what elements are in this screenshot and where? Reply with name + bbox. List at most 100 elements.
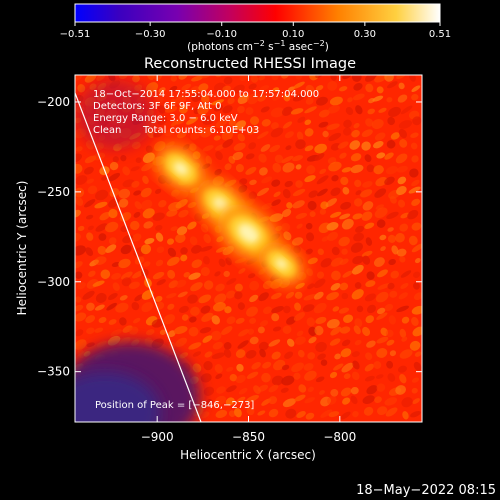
heatmap-cell — [291, 362, 305, 373]
heatmap-cell — [257, 131, 269, 139]
heatmap-cell — [343, 119, 352, 128]
heatmap-cell — [338, 236, 350, 247]
heatmap-cell — [411, 316, 419, 327]
heatmap-cell — [314, 153, 325, 161]
heatmap-cell — [237, 133, 245, 142]
heatmap-cell — [256, 187, 270, 197]
heatmap-cell — [75, 245, 86, 256]
heatmap-cell — [280, 387, 289, 393]
heatmap-cell — [303, 363, 314, 371]
heatmap-cell — [94, 304, 105, 311]
heatmap-cell — [328, 411, 340, 418]
heatmap-cell — [319, 208, 327, 215]
heatmap-cell — [282, 325, 292, 334]
heatmap-cell — [130, 166, 140, 172]
source-core — [237, 223, 260, 244]
heatmap-cell — [223, 76, 233, 85]
heatmap-cell — [343, 373, 351, 380]
heatmap-cell — [85, 247, 94, 257]
heatmap-cell — [387, 282, 395, 290]
heatmap-cell — [262, 280, 273, 290]
heatmap-cell — [306, 165, 316, 175]
heatmap-cell — [199, 327, 212, 334]
heatmap-cell — [305, 248, 313, 255]
heatmap-cell — [246, 406, 255, 416]
heatmap-cell — [235, 317, 245, 324]
heatmap-cell — [155, 188, 162, 194]
heatmap-cell — [237, 302, 246, 310]
heatmap-cell — [214, 271, 221, 277]
heatmap-cell — [374, 188, 387, 198]
heatmap-cell — [187, 202, 197, 208]
heatmap-cell — [239, 178, 248, 186]
source-core — [173, 161, 189, 176]
heatmap-cell — [353, 82, 363, 91]
heatmap-cell — [95, 223, 108, 232]
colorbar-tick-label: 0.30 — [354, 29, 376, 40]
heatmap-cell — [223, 348, 232, 358]
heatmap-cell — [365, 75, 377, 82]
heatmap-cell — [387, 116, 395, 126]
heatmap-cell — [304, 175, 316, 183]
heatmap-cell — [108, 237, 117, 245]
heatmap-cell — [203, 280, 214, 290]
heatmap-cell — [328, 132, 342, 142]
heatmap-cell — [399, 139, 408, 148]
heatmap-cell — [375, 291, 389, 303]
annotation-energy-range: Energy Range: 3.0 − 6.0 keV — [93, 113, 238, 124]
heatmap-cell — [234, 408, 242, 418]
heatmap-cell — [307, 200, 317, 211]
heatmap-cell — [292, 188, 306, 197]
heatmap-cell — [385, 165, 398, 175]
heatmap-cell — [372, 95, 384, 102]
heatmap-cell — [166, 209, 178, 217]
heatmap-cell — [295, 139, 306, 150]
heatmap-cell — [246, 306, 258, 317]
heatmap-cell — [167, 303, 175, 310]
heatmap-cell — [75, 296, 82, 303]
heatmap-cell — [411, 93, 419, 101]
heatmap-cell — [269, 144, 281, 153]
heatmap-cell — [401, 336, 408, 342]
heatmap-cell — [376, 152, 386, 159]
heatmap-cell — [395, 385, 407, 395]
heatmap-cell — [110, 329, 122, 337]
heatmap-cell — [225, 397, 235, 406]
heatmap-cell — [108, 208, 118, 219]
heatmap-cell — [414, 351, 422, 357]
heatmap-cell — [83, 166, 94, 175]
heatmap-cell — [259, 348, 266, 358]
heatmap-cell — [271, 93, 281, 101]
heatmap-cell — [152, 212, 165, 221]
heatmap-cell — [75, 163, 83, 174]
heatmap-cell — [129, 220, 140, 231]
heatmap-cell — [221, 130, 234, 141]
heatmap-cell — [189, 143, 197, 151]
heatmap-cell — [200, 267, 210, 277]
heatmap-cell — [350, 164, 364, 174]
heatmap-cell — [306, 232, 315, 242]
heatmap-cell — [140, 187, 152, 198]
heatmap-cell — [232, 84, 245, 94]
heatmap-cell — [330, 326, 342, 336]
heatmap-cell — [86, 327, 95, 335]
heatmap-cell — [341, 362, 354, 373]
heatmap-cell — [313, 278, 326, 289]
heatmap-cell — [248, 83, 257, 90]
heatmap-cell — [341, 292, 349, 300]
heatmap-cell — [343, 127, 352, 136]
heatmap-cell — [304, 106, 317, 114]
heatmap-cell — [341, 218, 354, 230]
heatmap-cell — [108, 75, 116, 82]
heatmap-cell — [367, 108, 376, 115]
heatmap-cell — [408, 235, 418, 246]
heatmap-cell — [249, 317, 257, 324]
heatmap-cell — [271, 179, 281, 187]
heatmap-cell — [175, 233, 186, 243]
heatmap-cell — [306, 317, 316, 327]
heatmap-cell — [391, 245, 399, 255]
heatmap-cell — [202, 145, 214, 152]
heatmap-cell — [227, 97, 235, 105]
heatmap-cell — [84, 155, 97, 164]
heatmap-cell — [203, 361, 213, 371]
